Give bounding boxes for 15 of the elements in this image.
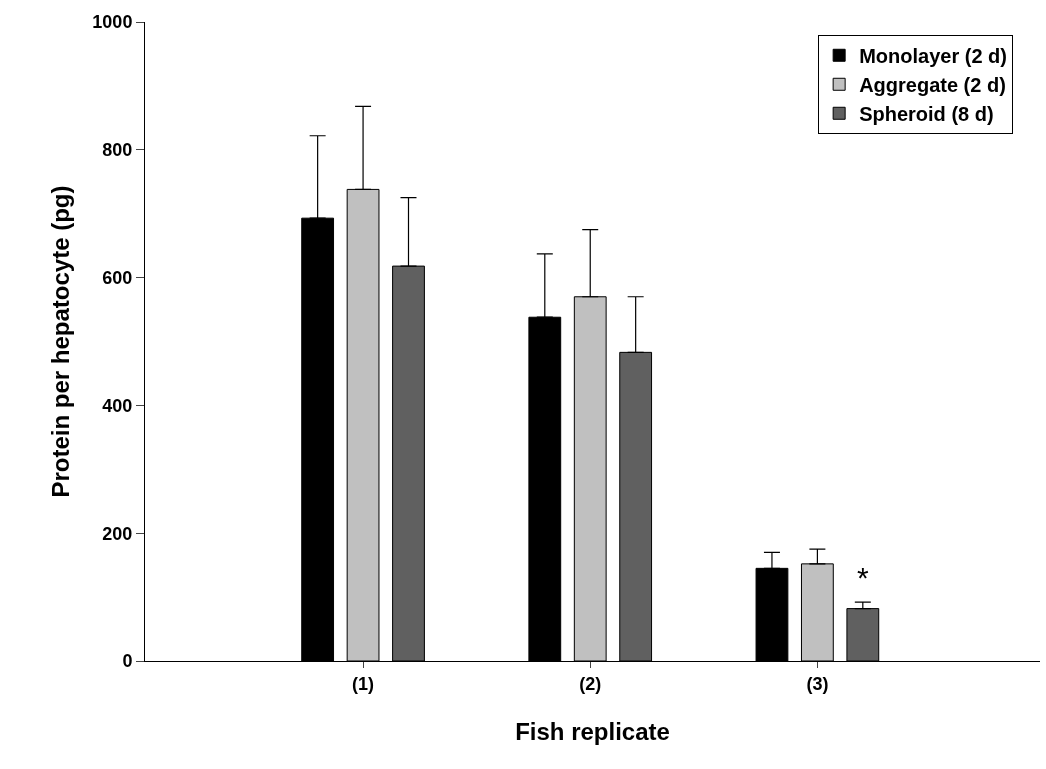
legend-label: Spheroid (8 d): [859, 103, 994, 126]
legend-label: Aggregate (2 d): [859, 74, 1006, 97]
x-tick-label: (2): [579, 673, 602, 694]
x-tick-label: (1): [352, 673, 375, 694]
y-tick-label: 200: [102, 523, 133, 544]
annotation: *: [857, 561, 869, 594]
y-tick-label: 400: [102, 395, 133, 416]
y-axis-title: Protein per hepatocyte (pg): [47, 185, 75, 498]
legend-label: Monolayer (2 d): [859, 45, 1007, 68]
y-tick-label: 600: [102, 267, 133, 288]
y-tick-label: 1000: [92, 12, 133, 33]
y-tick-label: 800: [102, 140, 133, 161]
x-tick-label: (3): [806, 673, 829, 694]
y-tick-label: 0: [122, 651, 133, 672]
x-axis-title: Fish replicate: [515, 717, 670, 745]
